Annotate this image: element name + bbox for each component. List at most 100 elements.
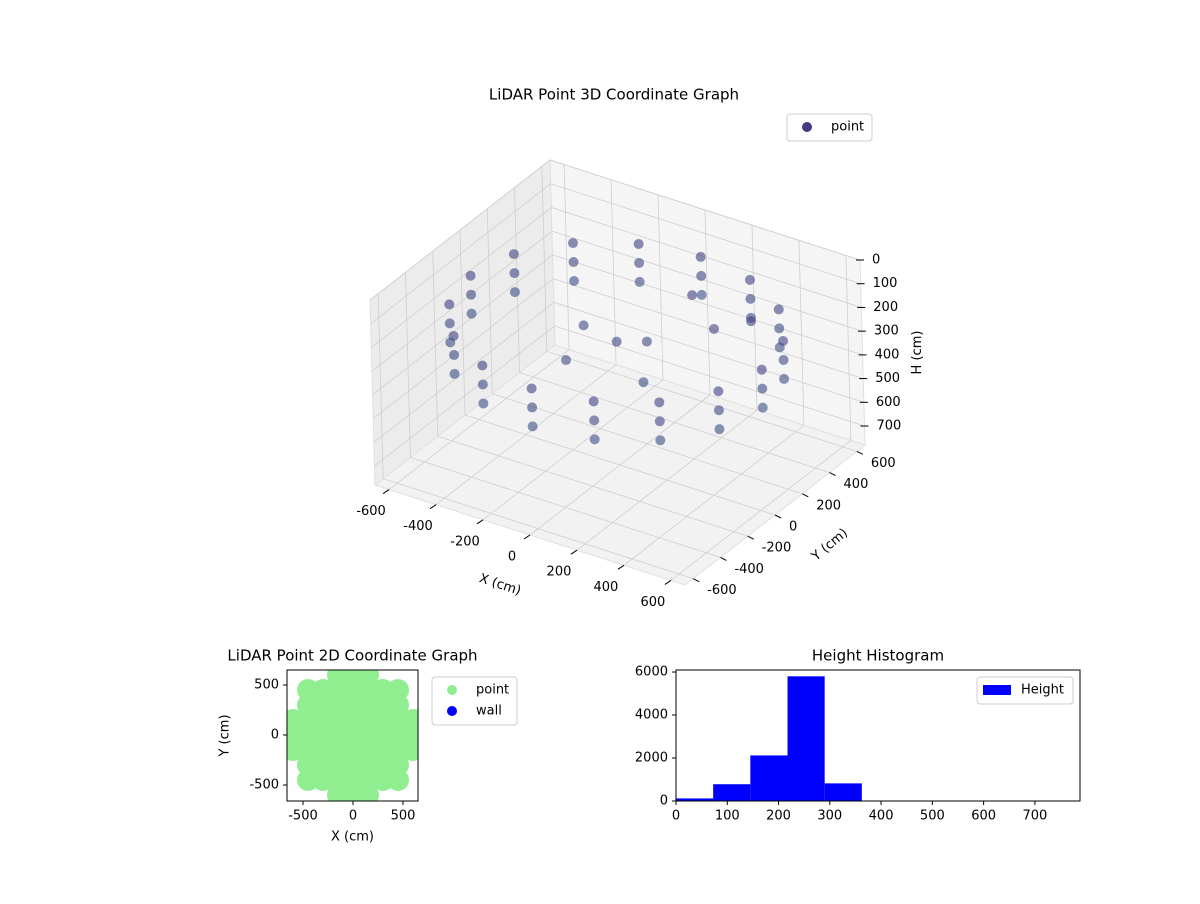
point [467,309,477,319]
point [714,424,724,434]
z-tick-label: 400 [875,347,900,362]
y-tick-label: 500 [254,678,279,693]
point [589,415,599,425]
point [509,249,519,259]
x-tick-label: -400 [403,519,433,534]
x-tick-label: 500 [920,809,945,824]
x-axis-label: X (cm) [331,830,374,845]
x-tick-label: 200 [547,565,572,580]
point [569,276,579,286]
point [444,299,454,309]
legend-label: point [831,120,864,135]
point [634,239,644,249]
point [561,355,571,365]
z-tick-label: 700 [876,419,901,434]
point [466,290,476,300]
point [709,324,719,334]
point [697,290,707,300]
point [477,361,487,371]
y-tick-label: -600 [707,583,737,598]
point [466,271,476,281]
point [775,342,785,352]
x-tick-label: 400 [594,580,619,595]
x-tick-label: 600 [640,595,665,610]
x-tick-label: 300 [817,809,842,824]
point [527,402,537,412]
point [634,258,644,268]
x-tick-label: 0 [672,809,680,824]
point [449,350,459,360]
point [569,257,579,267]
point [746,316,756,326]
x-tick-label: 100 [715,809,740,824]
y-tick-label: 0 [789,520,797,535]
y-tick-label: 0 [660,794,668,809]
y-tick-label: 400 [844,477,869,492]
y-tick-label: -500 [249,778,279,793]
y-tick-label: 6000 [635,665,668,680]
z-tick-label: 100 [873,276,898,291]
x-tick-label: -500 [288,809,318,824]
point [478,379,488,389]
y-tick-label: 2000 [635,751,668,766]
point [509,268,519,278]
x-tick-label: 400 [869,809,894,824]
point [445,337,455,347]
chart-title: Height Histogram [812,647,944,665]
point [779,374,789,384]
point [714,405,724,415]
point [655,435,665,445]
y-tick-label: 4000 [635,708,668,723]
point [779,355,789,365]
point [745,294,755,304]
x-tick-label: 0 [349,809,357,824]
z-axis-label: H (cm) [910,331,925,375]
point [612,337,622,347]
point [757,365,767,375]
y-tick-label: 600 [871,456,896,471]
point [654,397,664,407]
legend-label: wall [476,704,502,719]
legend-marker [447,706,457,716]
point [510,287,520,297]
x-tick-label: -600 [356,504,386,519]
z-tick-label: 500 [875,371,900,386]
legend-swatch [983,685,1011,695]
point [774,304,784,314]
y-axis-label: Y (cm) [218,714,233,757]
legend-label: point [476,683,509,698]
bar [825,783,862,801]
point [638,377,648,387]
y-tick-label: 0 [271,728,279,743]
legend-marker [802,122,812,132]
plot-area [282,664,424,806]
point [696,252,706,262]
point [687,290,697,300]
point [774,323,784,333]
point [745,275,755,285]
point [655,416,665,426]
point [589,396,599,406]
z-tick-label: 600 [876,395,901,410]
point [758,403,768,413]
bar [750,755,787,801]
chart-title: LiDAR Point 3D Coordinate Graph [489,86,739,104]
point [713,386,723,396]
x-tick-label: 0 [508,550,516,565]
point [387,769,409,791]
point [642,337,652,347]
point [635,277,645,287]
point [445,318,455,328]
legend-label: Height [1021,683,1064,698]
point [757,384,767,394]
x-tick-label: 700 [1022,809,1047,824]
point [568,238,578,248]
x-tick-label: 600 [971,809,996,824]
z-tick-label: 200 [873,300,898,315]
point [478,398,488,408]
point [590,434,600,444]
point [450,369,460,379]
legend-marker [447,685,457,695]
y-tick-label: 200 [816,498,841,513]
